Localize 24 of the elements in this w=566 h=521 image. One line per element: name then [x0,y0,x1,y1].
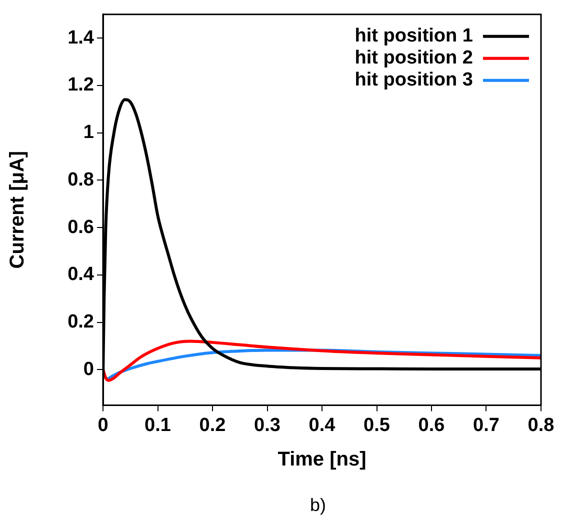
y-axis-title: Current [μA] [6,150,29,269]
y-tick-label: 0.6 [68,216,94,238]
y-tick-label: 1 [83,122,94,144]
line-series [103,340,541,382]
y-tick-label: 0.8 [68,169,94,190]
y-tick-label: 0.2 [68,312,94,333]
x-tick-label: 0 [98,414,108,436]
x-tick-label: 0.7 [473,414,500,436]
x-tick-label: 0.5 [364,414,390,436]
x-tick-label: 0.3 [254,414,280,436]
legend-label: hit position 2 [354,48,473,69]
x-tick-label: 0.8 [528,414,554,436]
legend-label: hit position 3 [354,70,473,91]
y-tick-label: 1.2 [68,74,94,96]
x-axis-title: Time [ns] [278,448,366,471]
x-tick-label: 0.2 [199,414,226,436]
x-tick-label: 0.1 [144,414,172,436]
y-tick-label: 0 [83,358,94,380]
text: b) [310,494,326,515]
legend-label: hit position 1 [354,26,474,47]
y-tick-label: 0.4 [68,264,94,286]
y-tick-label: 1.4 [68,27,94,48]
x-tick-label: 0.6 [418,414,445,436]
x-tick-label: 0.4 [308,414,336,436]
